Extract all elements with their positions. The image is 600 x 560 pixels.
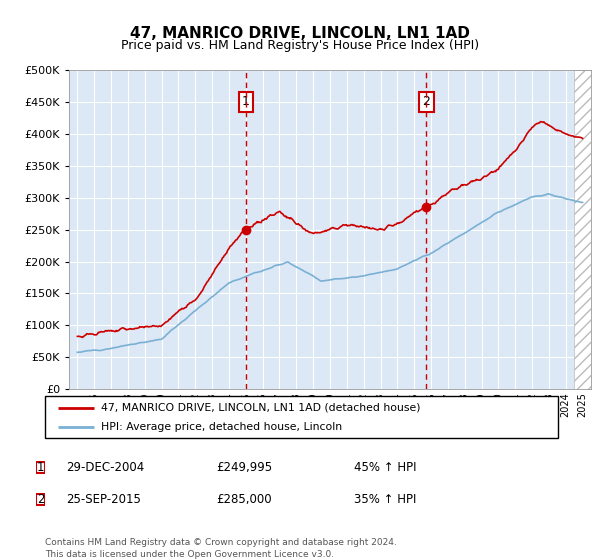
Text: 29-DEC-2004: 29-DEC-2004 [66, 461, 144, 474]
Text: 2: 2 [37, 493, 44, 506]
FancyBboxPatch shape [45, 396, 558, 438]
Text: Price paid vs. HM Land Registry's House Price Index (HPI): Price paid vs. HM Land Registry's House … [121, 39, 479, 53]
Text: 47, MANRICO DRIVE, LINCOLN, LN1 1AD (detached house): 47, MANRICO DRIVE, LINCOLN, LN1 1AD (det… [101, 403, 421, 413]
Text: £249,995: £249,995 [216, 461, 272, 474]
Text: 47, MANRICO DRIVE, LINCOLN, LN1 1AD: 47, MANRICO DRIVE, LINCOLN, LN1 1AD [130, 26, 470, 41]
FancyBboxPatch shape [37, 462, 45, 473]
Text: 45% ↑ HPI: 45% ↑ HPI [354, 461, 416, 474]
Text: 25-SEP-2015: 25-SEP-2015 [66, 493, 141, 506]
Bar [574, 70, 591, 389]
Text: £285,000: £285,000 [216, 493, 272, 506]
FancyBboxPatch shape [37, 494, 45, 505]
Text: 2: 2 [422, 95, 430, 109]
Text: Contains HM Land Registry data © Crown copyright and database right 2024.
This d: Contains HM Land Registry data © Crown c… [45, 538, 397, 559]
Text: 35% ↑ HPI: 35% ↑ HPI [354, 493, 416, 506]
Text: 1: 1 [242, 95, 250, 109]
Text: 1: 1 [37, 461, 44, 474]
Text: HPI: Average price, detached house, Lincoln: HPI: Average price, detached house, Linc… [101, 422, 343, 432]
